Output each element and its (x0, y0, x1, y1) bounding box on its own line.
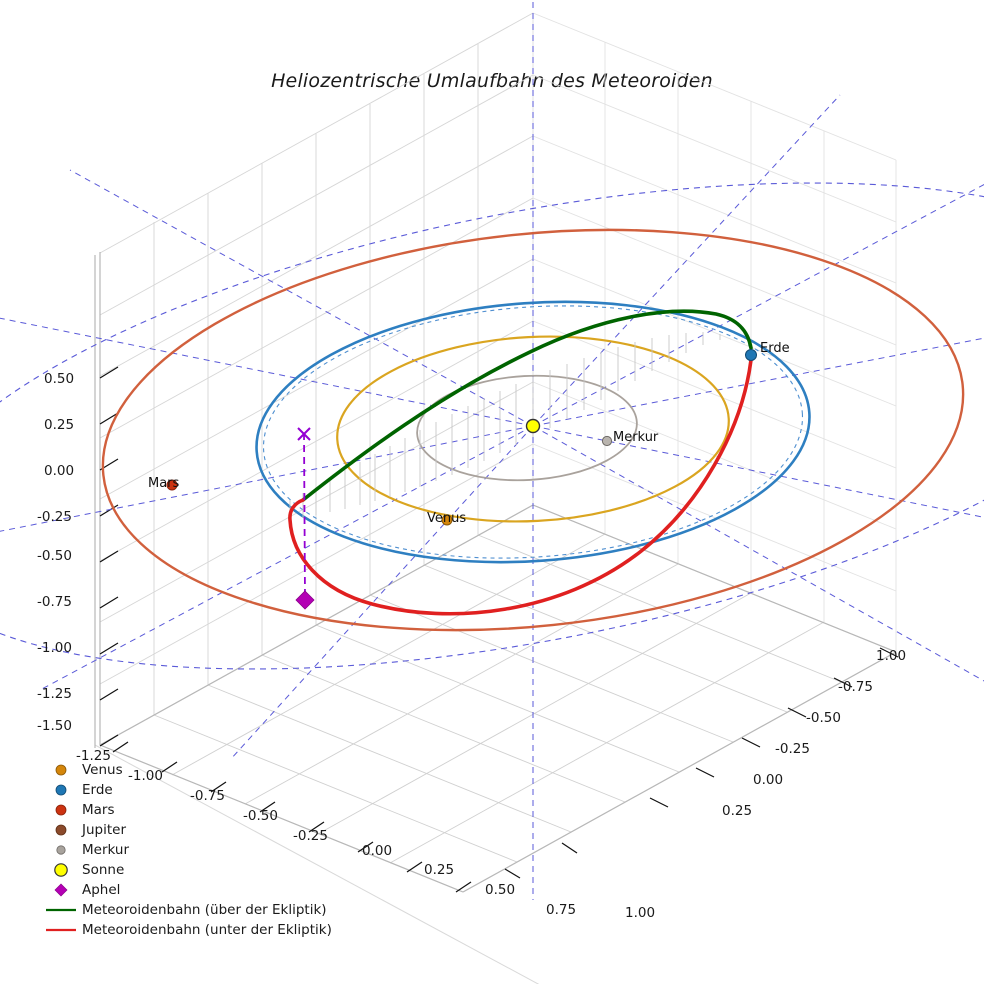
z-tick-1: 0.25 (44, 417, 75, 433)
legend-item-merkur[interactable]: Merkur (44, 840, 344, 860)
y-axis-ticks (649, 647, 899, 808)
legend-item-venus[interactable]: Venus (44, 760, 344, 780)
aphel-dropline (303, 432, 306, 599)
x-tick-3: -0.50 (243, 808, 278, 824)
x-tick-6: 0.25 (424, 862, 455, 878)
x-tick-8: 0.75 (546, 902, 577, 918)
legend-label-erde: Erde (82, 782, 113, 798)
sonne-dot-icon (44, 860, 78, 880)
sun-radial-lines (0, 0, 984, 900)
x-tick-7: 0.50 (485, 882, 516, 898)
legend-label-merkur: Merkur (82, 842, 130, 858)
z-tick-6: -1.00 (37, 640, 72, 656)
label-mars: Mars (148, 476, 180, 491)
z-tick-2: 0.00 (44, 463, 75, 479)
y-tick-4: 0.00 (753, 772, 784, 788)
legend: Venus Erde Mars Jupiter Merkur (44, 760, 344, 940)
x-tick-5: 0.00 (362, 843, 393, 859)
orbit-erde (255, 300, 811, 564)
legend-item-meteoroid-above[interactable]: Meteoroidenbahn (über der Ekliptik) (44, 900, 344, 920)
merkur-dot-icon (44, 840, 78, 860)
z-tick-5: -0.75 (37, 594, 72, 610)
x-tick-1: -1.00 (128, 768, 163, 784)
x-tick-2: -0.75 (190, 788, 225, 804)
meteoroid-orbit-below-ecliptic (288, 358, 753, 616)
pane-left (99, 12, 534, 746)
legend-label-meteoroid-above: Meteoroidenbahn (über der Ekliptik) (82, 902, 327, 918)
x-tick-0: -1.25 (76, 748, 111, 764)
z-tick-7: -1.25 (37, 686, 72, 702)
orbit-jupiter (0, 182, 984, 670)
marker-erde (745, 349, 757, 361)
orbit-merkur (416, 374, 638, 482)
legend-item-sonne[interactable]: Sonne (44, 860, 344, 880)
page-title: Heliozentrische Umlaufbahn des Meteoroid… (271, 70, 713, 92)
z-tick-8: -1.50 (37, 718, 72, 734)
venus-dot-icon (44, 760, 78, 780)
legend-label-aphel: Aphel (82, 882, 121, 898)
orbit-mars (101, 228, 965, 632)
aphel-marker (295, 590, 315, 610)
marker-mars (166, 479, 178, 491)
z-tick-4: -0.50 (37, 548, 72, 564)
orbit-venus (336, 335, 730, 523)
legend-label-mars: Mars (82, 802, 115, 818)
x-axis-ticks (112, 741, 578, 893)
x-tick-4: -0.25 (293, 828, 328, 844)
meteoroid-orbit-above-ecliptic (301, 309, 753, 502)
y-tick-3: -0.25 (775, 741, 810, 757)
green-line-icon (44, 900, 78, 920)
legend-item-aphel[interactable]: Aphel (44, 880, 344, 900)
aphel-cross-icon (297, 427, 311, 441)
erde-dot-icon (44, 780, 78, 800)
legend-label-sonne: Sonne (82, 862, 125, 878)
jupiter-dot-icon (44, 820, 78, 840)
orbit-erde-dashed-overlay (262, 305, 804, 559)
y-tick-0: 1.00 (876, 648, 907, 664)
mars-dot-icon (44, 800, 78, 820)
red-line-icon (44, 920, 78, 940)
y-tick-2: -0.50 (806, 710, 841, 726)
z-axis-ticks (99, 366, 119, 747)
legend-item-erde[interactable]: Erde (44, 780, 344, 800)
legend-label-jupiter: Jupiter (82, 822, 127, 838)
meteoroid-projection-stems (289, 332, 721, 520)
label-erde: Erde (760, 341, 790, 356)
marker-sonne (525, 418, 541, 434)
y-tick-5: 0.25 (722, 803, 753, 819)
z-tick-0: 0.50 (44, 371, 75, 387)
legend-item-jupiter[interactable]: Jupiter (44, 820, 344, 840)
marker-merkur (601, 435, 613, 447)
legend-item-mars[interactable]: Mars (44, 800, 344, 820)
marker-venus (441, 514, 453, 526)
legend-label-meteoroid-below: Meteoroidenbahn (unter der Ekliptik) (82, 922, 332, 938)
pane-grid-left (94, 744, 540, 984)
label-venus: Venus (427, 511, 467, 526)
label-merkur: Merkur (613, 430, 659, 445)
y-tick-1: -0.75 (838, 679, 873, 695)
z-tick-3: -0.25 (37, 509, 72, 525)
legend-item-meteoroid-below[interactable]: Meteoroidenbahn (unter der Ekliptik) (44, 920, 344, 940)
x-tick-9: 1.00 (625, 905, 656, 921)
axis-spines (94, 252, 897, 893)
legend-label-venus: Venus (82, 762, 123, 778)
aphel-diamond-icon (44, 880, 78, 900)
